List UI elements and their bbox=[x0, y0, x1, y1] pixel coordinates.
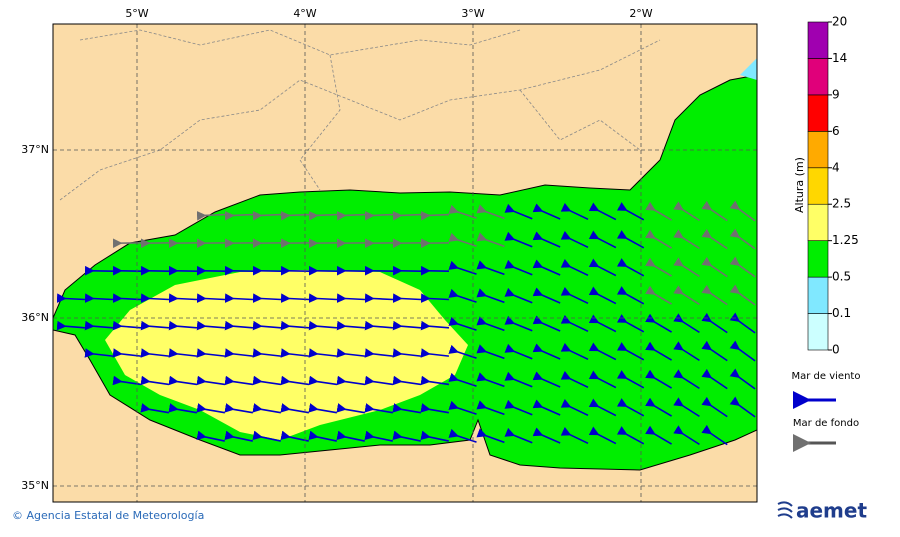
wave-arrow bbox=[93, 299, 113, 300]
map bbox=[53, 24, 757, 502]
wave-arrow bbox=[429, 215, 449, 216]
colorbar-band bbox=[808, 204, 828, 240]
legend-swell: Mar de fondo bbox=[793, 418, 859, 429]
wave-arrow bbox=[261, 215, 281, 216]
wave-arrow bbox=[373, 299, 393, 300]
wave-arrow bbox=[177, 299, 197, 300]
colorbar-label: 9 bbox=[832, 87, 840, 101]
colorbar-label: 14 bbox=[832, 51, 847, 65]
wave-arrow bbox=[401, 299, 421, 300]
colorbar-band bbox=[808, 314, 828, 350]
wave-arrow bbox=[289, 215, 309, 216]
legend-wind: Mar de viento bbox=[792, 371, 861, 382]
wave-arrow bbox=[401, 215, 421, 216]
wave-arrow bbox=[205, 299, 225, 300]
logo: aemet bbox=[796, 499, 867, 523]
wave-arrow bbox=[149, 299, 169, 300]
colorbar-label: 0.5 bbox=[832, 270, 851, 284]
wave-arrow bbox=[233, 215, 253, 216]
colorbar-title: Altura (m) bbox=[793, 157, 806, 213]
wave-arrow bbox=[373, 215, 393, 216]
colorbar-band bbox=[808, 95, 828, 131]
wave-arrow bbox=[65, 299, 85, 300]
wave-arrow bbox=[261, 299, 281, 300]
colorbar-band bbox=[808, 22, 828, 58]
colorbar-band bbox=[808, 58, 828, 94]
wave-arrow bbox=[317, 299, 337, 300]
lon-label: 3°W bbox=[461, 7, 484, 20]
wave-arrow bbox=[429, 299, 449, 300]
wave-arrow bbox=[317, 215, 337, 216]
colorbar-band bbox=[808, 277, 828, 313]
wave-arrow bbox=[345, 299, 365, 300]
logo-icon bbox=[778, 502, 792, 518]
lon-label: 2°W bbox=[629, 7, 652, 20]
colorbar: 0 0.1 0.5 1.25 2.5 4 6 9 14 20 bbox=[808, 15, 859, 357]
wave-arrow bbox=[205, 215, 225, 216]
colorbar-label: 0.1 bbox=[832, 306, 851, 320]
colorbar-band bbox=[808, 131, 828, 167]
colorbar-label: 2.5 bbox=[832, 197, 851, 211]
colorbar-label: 6 bbox=[832, 124, 840, 138]
colorbar-label: 4 bbox=[832, 160, 840, 174]
colorbar-label: 0 bbox=[832, 343, 840, 357]
lon-label: 5°W bbox=[125, 7, 148, 20]
colorbar-band bbox=[808, 168, 828, 204]
colorbar-label: 20 bbox=[832, 15, 847, 29]
lon-label: 4°W bbox=[293, 7, 316, 20]
credit: © Agencia Estatal de Meteorología bbox=[12, 509, 204, 522]
lat-label: 35°N bbox=[21, 479, 49, 492]
wave-arrow bbox=[121, 299, 141, 300]
colorbar-label: 1.25 bbox=[832, 233, 859, 247]
wave-arrow bbox=[233, 299, 253, 300]
wave-arrow bbox=[289, 299, 309, 300]
lat-label: 37°N bbox=[21, 143, 49, 156]
lat-label: 36°N bbox=[21, 311, 49, 324]
colorbar-band bbox=[808, 241, 828, 277]
wave-arrow bbox=[345, 215, 365, 216]
